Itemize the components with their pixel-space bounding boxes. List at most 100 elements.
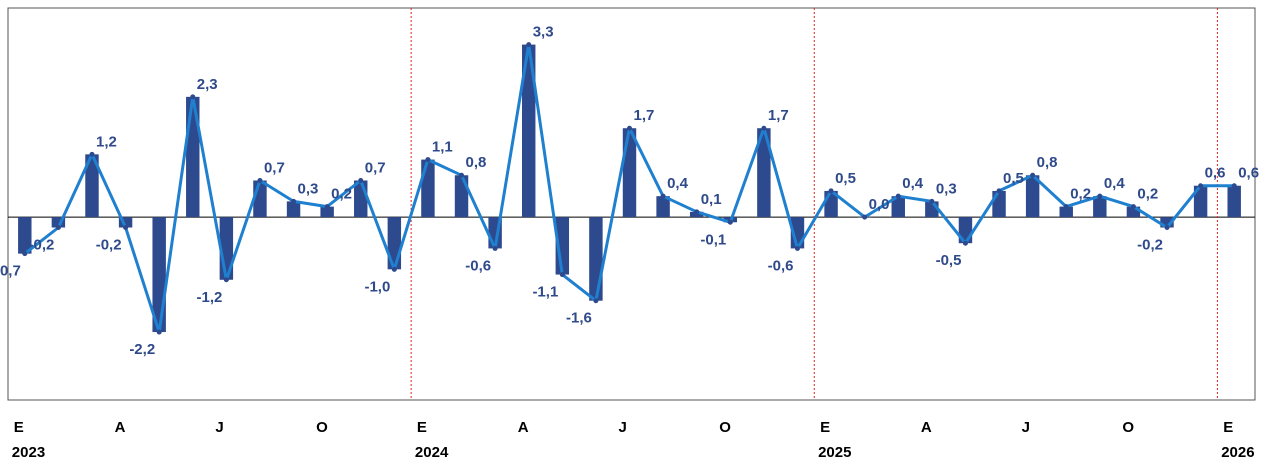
value-label: 0,2	[1137, 186, 1158, 203]
value-label: -0,1	[700, 231, 726, 248]
point	[1164, 225, 1170, 231]
x-tick-label: E	[820, 419, 830, 436]
point	[996, 188, 1002, 194]
point	[627, 125, 632, 131]
value-label: 0,2	[1070, 186, 1091, 203]
value-label: -0,6	[768, 257, 794, 274]
year-label: 2024	[415, 444, 449, 461]
x-tick-label: A	[518, 419, 529, 436]
x-tick-label: O	[719, 419, 731, 436]
value-label: 0,4	[667, 175, 689, 192]
value-label: 0,7	[264, 159, 285, 176]
x-tick-label: A	[921, 419, 932, 436]
point	[694, 209, 700, 215]
value-label: 0,6	[1238, 165, 1259, 182]
value-label: 0,8	[466, 154, 487, 171]
point	[929, 198, 935, 204]
x-tick-label: J	[215, 419, 223, 436]
point	[962, 240, 968, 246]
value-label: -0,6	[465, 257, 491, 274]
bar	[757, 128, 771, 218]
value-label: 0,3	[936, 180, 957, 197]
point	[1063, 204, 1069, 210]
point	[1231, 183, 1237, 189]
bar	[18, 217, 32, 254]
value-label: -1,6	[566, 310, 592, 327]
value-label: 0,3	[298, 180, 319, 197]
value-label: 0,6	[1205, 165, 1226, 182]
bar	[992, 190, 1006, 218]
point	[593, 298, 599, 304]
value-label: 0,4	[1104, 175, 1126, 192]
point	[761, 125, 767, 131]
bar	[521, 44, 536, 218]
point	[123, 225, 129, 231]
value-label: -0,2	[96, 236, 122, 253]
value-label: -1,2	[197, 289, 223, 306]
value-label: 2,3	[197, 76, 218, 93]
point	[492, 245, 498, 251]
value-label: -0,7	[0, 263, 21, 280]
value-label: -2,2	[129, 341, 155, 358]
point	[89, 151, 95, 157]
bar	[1227, 185, 1241, 218]
point	[291, 198, 297, 204]
point	[156, 329, 162, 335]
value-label: 3,3	[533, 24, 554, 41]
bar	[387, 217, 402, 270]
bar	[118, 217, 133, 228]
value-label: 1,7	[768, 107, 789, 124]
point	[22, 251, 28, 257]
point	[1097, 193, 1103, 199]
point	[862, 214, 868, 220]
bar	[689, 211, 704, 218]
point	[1130, 204, 1136, 210]
value-label: -1,0	[364, 278, 390, 295]
bar	[454, 175, 469, 218]
value-label: 0,0	[869, 196, 890, 213]
value-label: 0,8	[1037, 154, 1058, 171]
point	[1198, 183, 1204, 189]
point	[727, 219, 733, 225]
bar	[1193, 185, 1208, 218]
point	[190, 94, 196, 100]
bar	[1025, 175, 1040, 218]
value-label: 1,2	[96, 133, 117, 150]
value-label: 1,7	[634, 107, 655, 124]
value-label: 1,1	[432, 139, 453, 156]
x-tick-label: J	[1022, 419, 1030, 436]
value-label: -0,2	[29, 236, 55, 253]
point	[1030, 172, 1036, 178]
bar	[1126, 206, 1141, 218]
point	[358, 177, 364, 183]
bar	[1160, 217, 1174, 228]
value-label: 0,7	[365, 159, 386, 176]
value-label: -0,2	[1137, 236, 1163, 253]
bar	[320, 206, 334, 218]
point	[895, 193, 901, 199]
point	[559, 272, 565, 278]
point	[526, 42, 532, 48]
value-label: 0,5	[1003, 170, 1024, 187]
bar	[1059, 206, 1073, 218]
point	[459, 172, 465, 178]
bar	[656, 196, 670, 218]
value-label: -1,1	[532, 284, 558, 301]
point	[55, 225, 61, 231]
point	[257, 177, 263, 183]
x-tick-label: O	[1122, 419, 1134, 436]
value-label: 0,5	[835, 170, 856, 187]
bar	[286, 201, 301, 218]
point	[223, 277, 229, 283]
year-label: 2025	[818, 444, 851, 461]
point	[828, 188, 834, 194]
point	[391, 266, 397, 272]
year-label: 2026	[1221, 444, 1254, 461]
x-tick-label: O	[316, 419, 328, 436]
value-label: 0,2	[331, 186, 352, 203]
x-tick-label: J	[619, 419, 627, 436]
point	[794, 245, 800, 251]
bar	[421, 159, 435, 218]
value-label: 0,1	[701, 191, 722, 208]
